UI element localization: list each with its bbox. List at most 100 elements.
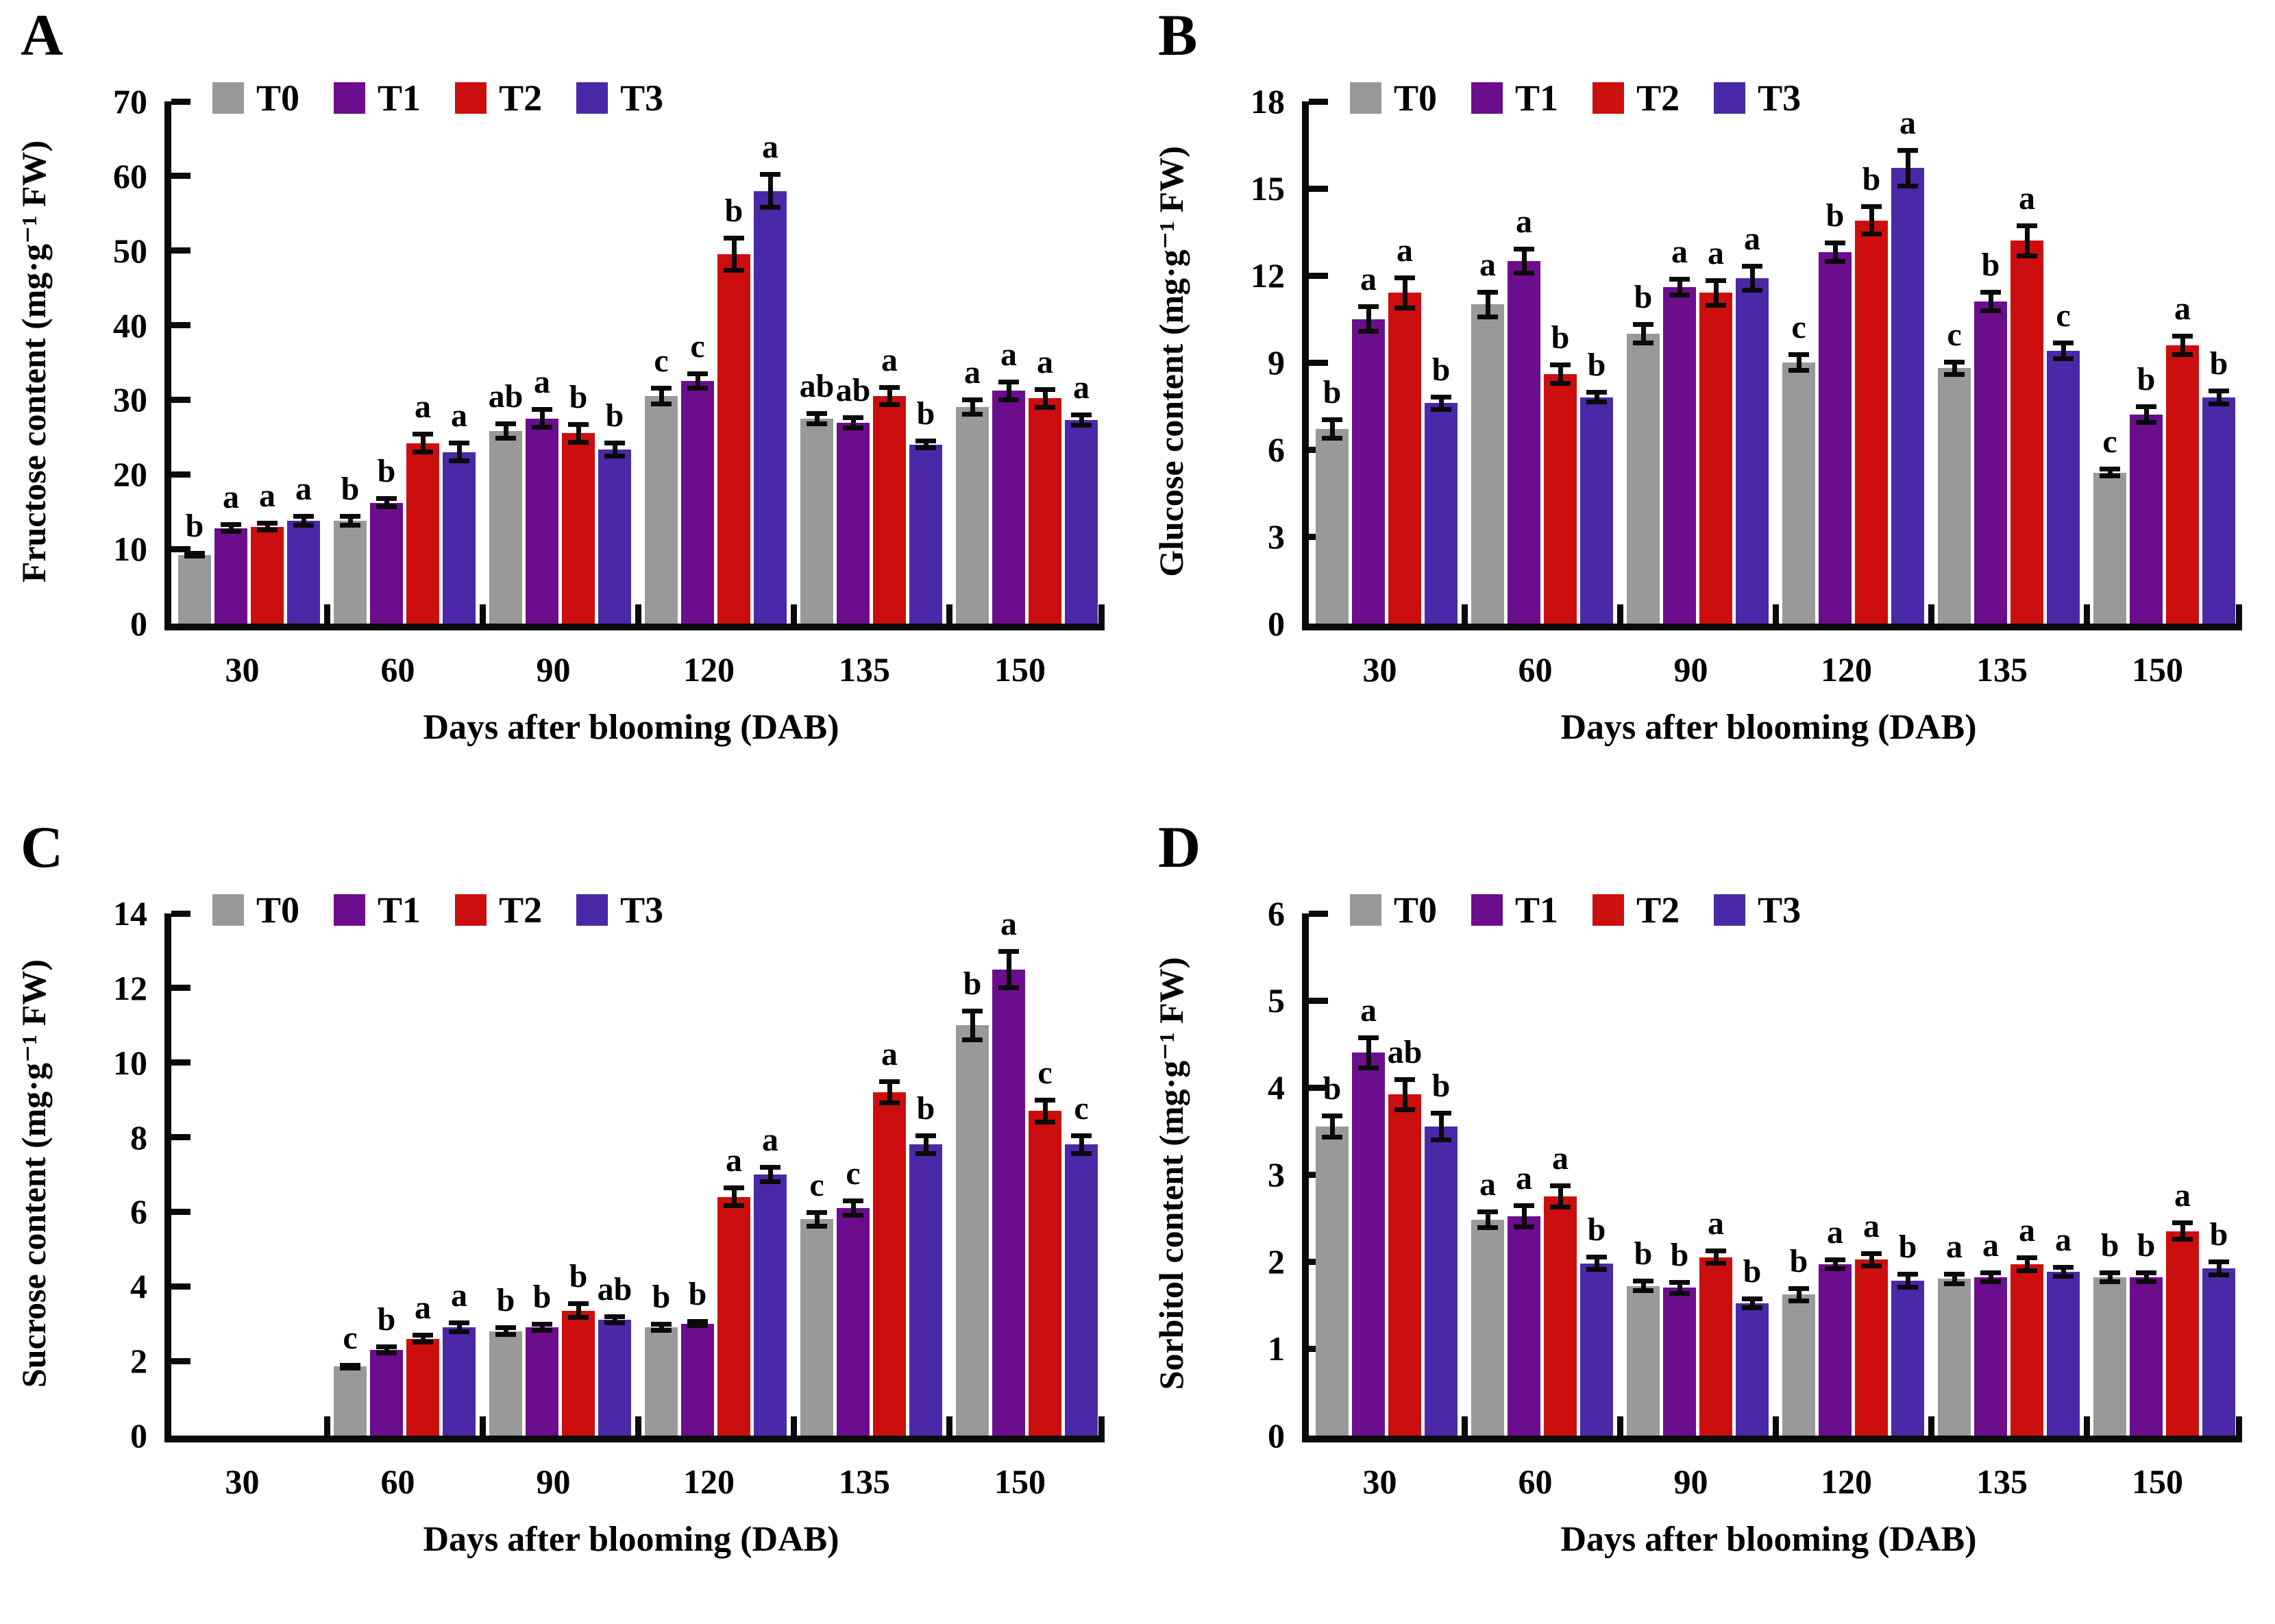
error-bar-line — [539, 407, 545, 430]
error-bar — [2202, 1259, 2235, 1277]
error-bar-cap — [1071, 1151, 1092, 1156]
error-bar-line — [2143, 1270, 2149, 1285]
bar-t1-150 — [2130, 415, 2163, 624]
y-axis-tick-label: 20 — [113, 455, 147, 494]
legend-label: T3 — [1758, 77, 1801, 119]
significance-letter: c — [846, 1155, 861, 1192]
bar-t0-120 — [1782, 362, 1815, 624]
significance-letter: ab — [799, 367, 835, 404]
y-axis-tick-label: 4 — [130, 1267, 147, 1306]
error-bar — [754, 1165, 787, 1184]
error-bar — [1544, 362, 1577, 386]
x-axis-tick — [323, 604, 330, 624]
x-axis-tick — [2083, 1416, 2090, 1436]
bar-t3-90 — [1736, 278, 1769, 624]
bar-t1-90 — [526, 1327, 558, 1436]
error-bar-cap — [2209, 1259, 2229, 1265]
error-bar-cap — [687, 1323, 708, 1329]
bar-t3-90 — [598, 1320, 631, 1436]
significance-letter: b — [341, 470, 360, 507]
bar-t1-120 — [1819, 252, 1852, 624]
significance-letter: a — [1516, 1159, 1532, 1196]
error-bar-line — [1640, 321, 1646, 345]
error-bar-cap — [998, 380, 1019, 385]
legend-label: T0 — [1394, 889, 1438, 931]
error-bar-cap — [2017, 1255, 2037, 1261]
x-axis-tick — [790, 1416, 797, 1436]
error-bar — [681, 371, 714, 391]
error-bar — [214, 521, 247, 534]
error-bar — [598, 441, 631, 459]
error-bar-cap — [651, 385, 672, 391]
error-bar — [562, 1301, 595, 1320]
error-bar-cap — [1586, 1267, 1607, 1272]
significance-letter: a — [295, 470, 312, 507]
error-bar-cap — [2100, 467, 2120, 472]
significance-letter: b — [1431, 1068, 1451, 1105]
error-bar-cap — [1550, 1204, 1571, 1209]
error-bar — [1663, 277, 1696, 297]
bar-t3-150 — [1065, 1144, 1098, 1436]
error-bar-line — [731, 1185, 737, 1208]
bar-t0-150 — [956, 407, 989, 624]
y-axis-tick-label: 3 — [1268, 1155, 1285, 1194]
error-bar — [526, 407, 558, 430]
error-bar-cap — [1035, 1119, 1055, 1124]
legend-swatch-icon — [1592, 894, 1625, 926]
error-bar-line — [1952, 1272, 1957, 1286]
bar-t1-150 — [992, 391, 1025, 624]
y-axis-tick — [171, 322, 190, 329]
error-bar — [909, 1133, 942, 1156]
error-bar-line — [1329, 417, 1335, 441]
error-bar-cap — [568, 422, 589, 428]
legend-swatch-icon — [1471, 82, 1503, 114]
error-bar-line — [2216, 389, 2222, 406]
error-bar — [1471, 1209, 1504, 1231]
error-bar-line — [767, 172, 773, 210]
bar-t0-135 — [1938, 1279, 1971, 1436]
error-bar-cap — [651, 402, 672, 407]
significance-letter: b — [963, 965, 982, 1002]
x-axis-tick — [635, 604, 641, 624]
error-bar-line — [1869, 204, 1874, 236]
error-bar-cap — [449, 458, 469, 463]
y-axis-tick-label: 1 — [1268, 1329, 1285, 1368]
error-bar-cap — [1477, 1209, 1498, 1214]
bar-t1-135 — [837, 423, 870, 624]
significance-letter: a — [2174, 290, 2191, 327]
error-bar-line — [384, 495, 389, 510]
x-axis-tick-label: 30 — [1362, 650, 1397, 689]
error-bar-cap — [495, 421, 516, 427]
error-bar-line — [1079, 412, 1084, 428]
legend-item-t3: T3 — [1714, 79, 1801, 116]
bar-t3-135 — [909, 1144, 942, 1436]
error-bar — [837, 1198, 870, 1218]
error-bar-cap — [760, 172, 780, 177]
bar-t2-90 — [1699, 293, 1732, 624]
legend-label: T1 — [1515, 889, 1559, 931]
error-bar — [526, 1322, 558, 1333]
x-axis-tick-label: 90 — [536, 650, 571, 689]
legend-item-t0: T0 — [1350, 891, 1437, 928]
error-bar-cap — [807, 1223, 827, 1229]
bar-t3-135 — [909, 444, 942, 624]
error-bar-line — [1485, 1209, 1490, 1231]
error-bar-line — [887, 384, 892, 408]
x-axis-tick-label: 60 — [380, 1462, 415, 1501]
significance-letter: c — [2056, 297, 2071, 334]
bar-t0-60 — [1471, 1220, 1504, 1436]
bar-t2-90 — [1699, 1257, 1732, 1436]
error-bar-cap — [1788, 352, 1809, 358]
y-axis-tick-label: 6 — [130, 1192, 147, 1231]
significance-letter: c — [1947, 316, 1962, 353]
x-axis-tick — [2236, 604, 2242, 624]
error-bar-cap — [376, 495, 397, 501]
error-bar-cap — [1825, 241, 1845, 246]
error-bar-cap — [2053, 1265, 2074, 1270]
bar-t0-135 — [800, 1219, 833, 1436]
error-bar-cap — [2172, 333, 2193, 339]
error-bar-cap — [1742, 264, 1762, 269]
legend-swatch-icon — [212, 82, 244, 114]
